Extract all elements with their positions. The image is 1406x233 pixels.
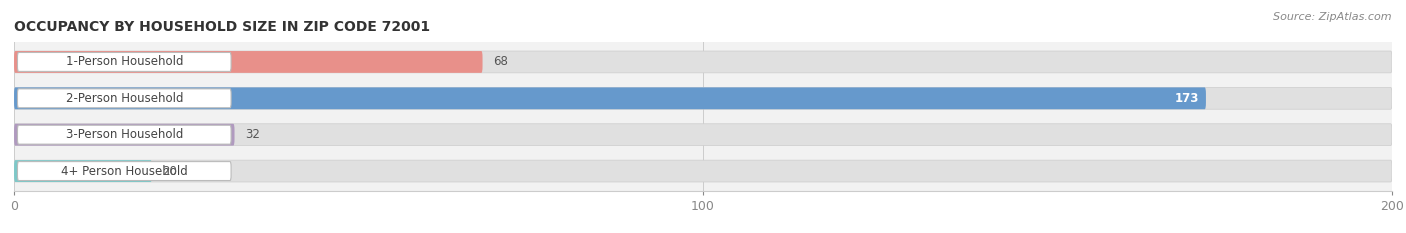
FancyBboxPatch shape [14, 160, 1392, 182]
Text: Source: ZipAtlas.com: Source: ZipAtlas.com [1274, 12, 1392, 22]
Text: 20: 20 [162, 164, 177, 178]
FancyBboxPatch shape [14, 124, 1392, 146]
Text: 4+ Person Household: 4+ Person Household [60, 164, 187, 178]
FancyBboxPatch shape [17, 52, 231, 71]
FancyBboxPatch shape [14, 51, 1392, 73]
FancyBboxPatch shape [17, 162, 231, 181]
Text: 1-Person Household: 1-Person Household [66, 55, 183, 69]
Text: 2-Person Household: 2-Person Household [66, 92, 183, 105]
Text: 68: 68 [494, 55, 508, 69]
Text: 3-Person Household: 3-Person Household [66, 128, 183, 141]
FancyBboxPatch shape [17, 89, 231, 108]
FancyBboxPatch shape [14, 87, 1206, 109]
Text: OCCUPANCY BY HOUSEHOLD SIZE IN ZIP CODE 72001: OCCUPANCY BY HOUSEHOLD SIZE IN ZIP CODE … [14, 20, 430, 34]
FancyBboxPatch shape [17, 125, 231, 144]
FancyBboxPatch shape [14, 160, 152, 182]
FancyBboxPatch shape [14, 87, 1392, 109]
FancyBboxPatch shape [14, 51, 482, 73]
Text: 32: 32 [245, 128, 260, 141]
Text: 173: 173 [1174, 92, 1199, 105]
FancyBboxPatch shape [14, 124, 235, 146]
